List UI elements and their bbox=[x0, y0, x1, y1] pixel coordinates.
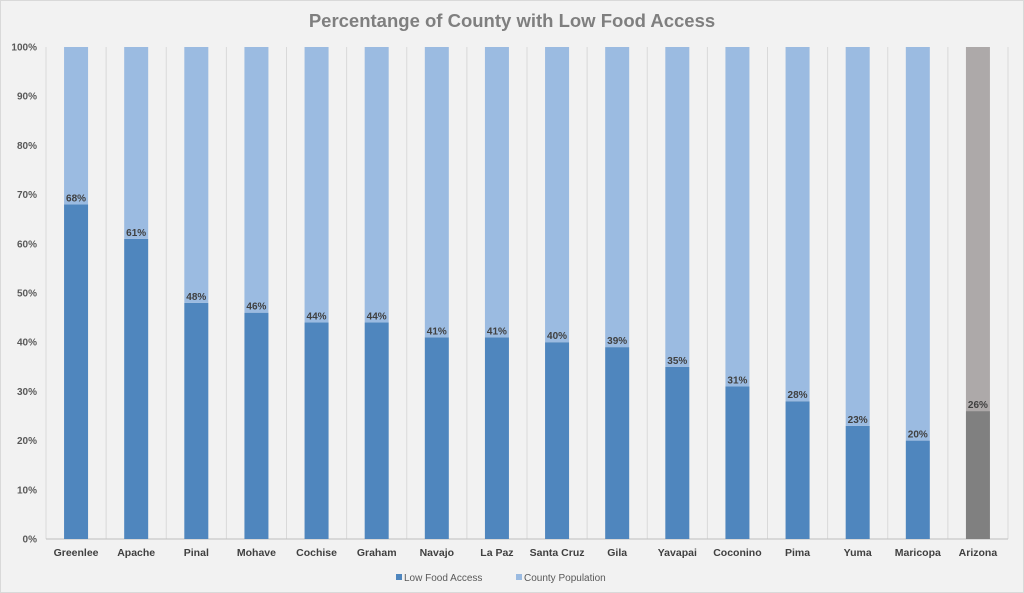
y-tick-label: 90% bbox=[17, 92, 37, 103]
x-tick-label: Santa Cruz bbox=[530, 547, 585, 559]
data-label-santa-cruz: 40% bbox=[547, 331, 567, 342]
y-tick-label: 70% bbox=[17, 190, 37, 201]
data-label-apache: 61% bbox=[126, 228, 146, 239]
legend-label-low-food-access: Low Food Access bbox=[404, 573, 482, 584]
legend-label-county-population: County Population bbox=[524, 573, 606, 584]
bar-coconino-low-food-access bbox=[725, 386, 750, 539]
bar-pinal-county-population bbox=[184, 47, 209, 303]
y-tick-label: 10% bbox=[17, 485, 37, 496]
x-tick-label: Yavapai bbox=[658, 547, 697, 559]
bar-pinal-low-food-access bbox=[184, 302, 209, 539]
y-tick-label: 40% bbox=[17, 338, 37, 349]
x-tick-label: Cochise bbox=[296, 547, 337, 559]
y-tick-label: 100% bbox=[11, 43, 37, 54]
bar-greenlee-county-population bbox=[64, 47, 89, 205]
x-tick-label: Yuma bbox=[844, 547, 872, 559]
chart-title: Percentange of County with Low Food Acce… bbox=[309, 10, 715, 31]
bar-gila-low-food-access bbox=[605, 347, 630, 539]
bar-yavapai-county-population bbox=[665, 47, 690, 367]
bar-la-paz-county-population bbox=[484, 47, 509, 338]
bar-navajo-low-food-access bbox=[424, 337, 449, 539]
bar-yuma-county-population bbox=[845, 47, 870, 426]
data-label-mohave: 46% bbox=[246, 302, 266, 313]
data-label-cochise: 44% bbox=[307, 312, 327, 323]
x-tick-label: Pinal bbox=[184, 547, 209, 559]
data-label-maricopa: 20% bbox=[908, 430, 928, 441]
legend: Low Food Access County Population bbox=[396, 573, 606, 584]
data-label-coconino: 31% bbox=[727, 375, 747, 386]
y-tick-label: 0% bbox=[23, 535, 38, 546]
y-tick-label: 30% bbox=[17, 387, 37, 398]
bar-la-paz-low-food-access bbox=[484, 337, 509, 539]
x-tick-label: Gila bbox=[607, 547, 627, 559]
bar-arizona-county-population bbox=[965, 47, 990, 412]
bar-navajo-county-population bbox=[424, 47, 449, 338]
bar-apache-county-population bbox=[124, 47, 149, 239]
bar-cochise-low-food-access bbox=[304, 322, 329, 539]
x-tick-label: La Paz bbox=[480, 547, 513, 559]
data-label-gila: 39% bbox=[607, 336, 627, 347]
data-label-yuma: 23% bbox=[848, 415, 868, 426]
x-tick-label: Navajo bbox=[420, 547, 454, 559]
y-tick-label: 50% bbox=[17, 289, 37, 300]
bar-mohave-county-population bbox=[244, 47, 269, 313]
y-tick-label: 20% bbox=[17, 436, 37, 447]
bar-yavapai-low-food-access bbox=[665, 366, 690, 539]
x-tick-label: Mohave bbox=[237, 547, 276, 559]
bar-graham-low-food-access bbox=[364, 322, 389, 539]
bar-santa-cruz-county-population bbox=[545, 47, 570, 343]
bar-graham-county-population bbox=[364, 47, 389, 323]
x-tick-label: Greenlee bbox=[54, 547, 99, 559]
bar-apache-low-food-access bbox=[124, 238, 149, 539]
x-tick-label: Coconino bbox=[713, 547, 761, 559]
data-labels: 68% 61% 48% 46% 44% 44% 41% 41% 40% 39% 35% 31% 28% 2… bbox=[66, 193, 988, 440]
x-tick-label: Pima bbox=[785, 547, 810, 559]
x-tick-label: Apache bbox=[117, 547, 155, 559]
legend-swatch-county-population bbox=[516, 574, 522, 580]
data-label-arizona: 26% bbox=[968, 400, 988, 411]
bar-santa-cruz-low-food-access bbox=[545, 342, 570, 539]
x-tick-label: Arizona bbox=[959, 547, 998, 559]
bar-greenlee-low-food-access bbox=[64, 204, 89, 539]
bar-coconino-county-population bbox=[725, 47, 750, 387]
y-axis: 0% 10% 20% 30% 40% 50% 60% 70% 80% 90% 100% bbox=[11, 43, 37, 546]
bar-cochise-county-population bbox=[304, 47, 329, 323]
bar-pima-low-food-access bbox=[785, 401, 810, 539]
legend-swatch-low-food-access bbox=[396, 574, 402, 580]
bar-maricopa-low-food-access bbox=[905, 440, 930, 539]
bar-pima-county-population bbox=[785, 47, 810, 402]
data-label-graham: 44% bbox=[367, 312, 387, 323]
y-tick-label: 60% bbox=[17, 239, 37, 250]
data-label-la-paz: 41% bbox=[487, 326, 507, 337]
bar-maricopa-county-population bbox=[905, 47, 930, 441]
data-label-yavapai: 35% bbox=[667, 356, 687, 367]
data-label-navajo: 41% bbox=[427, 326, 447, 337]
x-axis: Greenlee Apache Pinal Mohave Cochise Graham Na… bbox=[54, 547, 998, 559]
bar-gila-county-population bbox=[605, 47, 630, 348]
x-tick-label: Graham bbox=[357, 547, 397, 559]
x-tick-label: Maricopa bbox=[895, 547, 941, 559]
data-label-greenlee: 68% bbox=[66, 193, 86, 204]
y-tick-label: 80% bbox=[17, 141, 37, 152]
bar-arizona-low-food-access bbox=[965, 411, 990, 539]
bar-yuma-low-food-access bbox=[845, 425, 870, 539]
data-label-pinal: 48% bbox=[186, 292, 206, 303]
bars bbox=[64, 47, 990, 539]
bar-mohave-low-food-access bbox=[244, 312, 269, 539]
data-label-pima: 28% bbox=[788, 390, 808, 401]
